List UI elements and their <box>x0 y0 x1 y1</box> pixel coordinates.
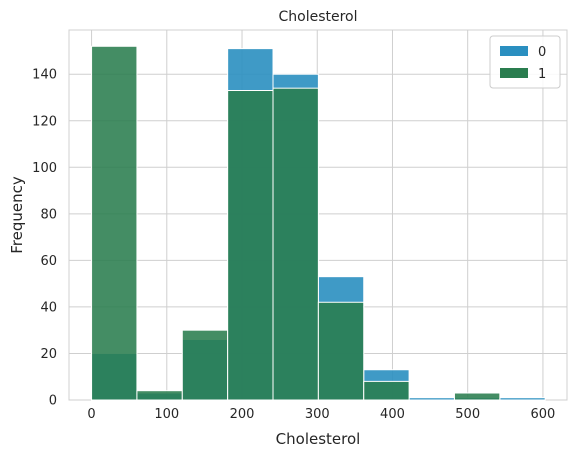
y-axis-ticks: 0 20 40 60 80 100 120 140 <box>32 68 57 409</box>
x-tick-label: 200 <box>230 407 255 422</box>
legend: 01 <box>489 35 561 89</box>
x-axis-title: Cholesterol <box>276 430 361 448</box>
legend-swatch <box>500 46 528 56</box>
histogram-bar <box>181 329 229 401</box>
series-1-bars <box>91 45 501 401</box>
y-tick-label: 120 <box>32 114 57 129</box>
histogram-bar <box>317 301 365 401</box>
x-tick-label: 300 <box>305 407 330 422</box>
x-axis-ticks: 0 100 200 300 400 500 600 <box>87 407 555 422</box>
y-tick-label: 20 <box>40 347 57 362</box>
x-tick-label: 0 <box>87 407 95 422</box>
y-tick-label: 80 <box>40 207 57 222</box>
histogram-bar <box>499 397 546 401</box>
histogram-bar <box>136 390 183 401</box>
histogram-bar <box>363 380 410 401</box>
y-tick-label: 40 <box>40 300 57 315</box>
histogram-bar <box>91 45 138 401</box>
x-tick-label: 500 <box>455 407 480 422</box>
histogram-bar <box>272 87 319 401</box>
y-tick-label: 0 <box>49 394 57 409</box>
legend-box <box>489 35 561 89</box>
y-tick-label: 140 <box>32 68 57 83</box>
chart-title: Cholesterol <box>278 9 357 25</box>
legend-swatch <box>500 68 528 78</box>
x-tick-label: 400 <box>380 407 405 422</box>
x-tick-label: 600 <box>531 407 556 422</box>
y-axis-title: Frequency <box>8 176 26 254</box>
bars <box>91 45 546 401</box>
y-tick-label: 60 <box>40 254 57 269</box>
x-tick-label: 100 <box>154 407 179 422</box>
histogram-bar <box>453 392 501 401</box>
legend-label: 0 <box>538 45 546 60</box>
y-tick-label: 100 <box>32 161 57 176</box>
legend-label: 1 <box>538 67 546 82</box>
histogram-bar <box>408 397 455 401</box>
histogram-bar <box>227 90 274 401</box>
